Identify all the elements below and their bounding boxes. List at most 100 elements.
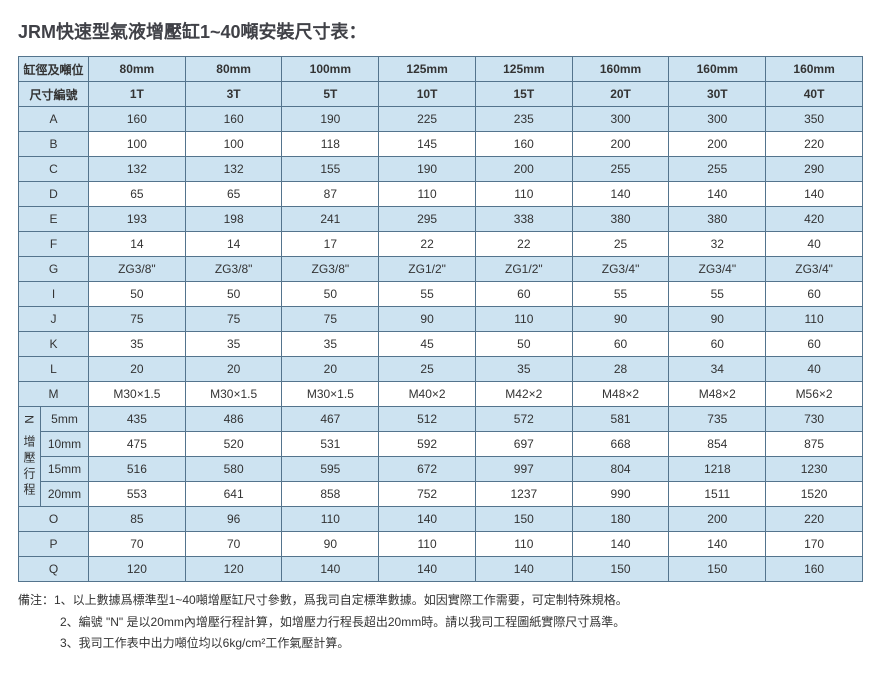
cell: 200 <box>669 132 766 157</box>
cell: 858 <box>282 482 379 507</box>
cell: 160 <box>475 132 572 157</box>
cell: 420 <box>766 207 863 232</box>
cell: 60 <box>572 332 669 357</box>
page-title: JRM快速型氣液增壓缸1~40噸安裝尺寸表： <box>18 18 863 44</box>
row-key: D <box>19 182 89 207</box>
n-sub-key: 15mm <box>41 457 89 482</box>
cell: 75 <box>282 307 379 332</box>
cell: 295 <box>379 207 476 232</box>
cell: 875 <box>766 432 863 457</box>
row-key: J <box>19 307 89 332</box>
cell: 35 <box>282 332 379 357</box>
cell: 241 <box>282 207 379 232</box>
table-row: F1414172222253240 <box>19 232 863 257</box>
hdr-bore-ton: 缸徑及噸位 <box>19 57 89 82</box>
cell: 668 <box>572 432 669 457</box>
cell: 300 <box>572 107 669 132</box>
note-1: 備注：1、以上數據爲標準型1~40噸增壓缸尺寸參數，爲我司自定標準數據。如因實際… <box>18 590 863 612</box>
note-3: 3、我司工作表中出力噸位均以6kg/cm²工作氣壓計算。 <box>18 633 863 655</box>
cell: 20 <box>282 357 379 382</box>
cell: 75 <box>89 307 186 332</box>
cell: 572 <box>475 407 572 432</box>
cell: 55 <box>572 282 669 307</box>
cell: 997 <box>475 457 572 482</box>
col-h2-2: 5T <box>282 82 379 107</box>
col-h1-1: 80mm <box>185 57 282 82</box>
cell: 1511 <box>669 482 766 507</box>
cell: 150 <box>475 507 572 532</box>
note-2: 2、編號 "N" 是以20mm內增壓行程計算，如增壓力行程長超出20mm時。請以… <box>18 612 863 634</box>
cell: 140 <box>669 532 766 557</box>
col-h2-5: 20T <box>572 82 669 107</box>
n-sub-key: 5mm <box>41 407 89 432</box>
cell: M56×2 <box>766 382 863 407</box>
cell: 40 <box>766 232 863 257</box>
cell: 120 <box>89 557 186 582</box>
cell: 150 <box>572 557 669 582</box>
cell: 22 <box>475 232 572 257</box>
cell: 100 <box>185 132 282 157</box>
cell: 255 <box>669 157 766 182</box>
cell: 160 <box>89 107 186 132</box>
cell: 160 <box>766 557 863 582</box>
table-row: K3535354550606060 <box>19 332 863 357</box>
dimension-table: 缸徑及噸位 80mm 80mm 100mm 125mm 125mm 160mm … <box>18 56 863 582</box>
cell: 190 <box>282 107 379 132</box>
table-row: 15mm51658059567299780412181230 <box>19 457 863 482</box>
row-key: I <box>19 282 89 307</box>
cell: 170 <box>766 532 863 557</box>
cell: 290 <box>766 157 863 182</box>
cell: 531 <box>282 432 379 457</box>
cell: 45 <box>379 332 476 357</box>
cell: 50 <box>282 282 379 307</box>
cell: 516 <box>89 457 186 482</box>
cell: 752 <box>379 482 476 507</box>
notes: 備注：1、以上數據爲標準型1~40噸增壓缸尺寸參數，爲我司自定標準數據。如因實際… <box>18 590 863 655</box>
cell: M48×2 <box>572 382 669 407</box>
table-row: P707090110110140140170 <box>19 532 863 557</box>
cell: 338 <box>475 207 572 232</box>
table-row: L2020202535283440 <box>19 357 863 382</box>
cell: 200 <box>669 507 766 532</box>
cell: 580 <box>185 457 282 482</box>
cell: 145 <box>379 132 476 157</box>
cell: 14 <box>89 232 186 257</box>
cell: 804 <box>572 457 669 482</box>
cell: 553 <box>89 482 186 507</box>
cell: 25 <box>379 357 476 382</box>
cell: 140 <box>379 557 476 582</box>
cell: 60 <box>766 332 863 357</box>
cell: 220 <box>766 507 863 532</box>
cell: M30×1.5 <box>282 382 379 407</box>
col-h1-3: 125mm <box>379 57 476 82</box>
cell: 595 <box>282 457 379 482</box>
col-h2-1: 3T <box>185 82 282 107</box>
cell: 65 <box>89 182 186 207</box>
cell: 96 <box>185 507 282 532</box>
cell: 140 <box>669 182 766 207</box>
cell: 672 <box>379 457 476 482</box>
table-row: N 增壓行程5mm435486467512572581735730 <box>19 407 863 432</box>
cell: 110 <box>282 507 379 532</box>
cell: 200 <box>572 132 669 157</box>
col-h2-7: 40T <box>766 82 863 107</box>
cell: 35 <box>475 357 572 382</box>
cell: 990 <box>572 482 669 507</box>
cell: 155 <box>282 157 379 182</box>
hdr-dim-no: 尺寸編號 <box>19 82 89 107</box>
cell: 300 <box>669 107 766 132</box>
cell: 70 <box>185 532 282 557</box>
cell: ZG1/2" <box>379 257 476 282</box>
cell: 60 <box>475 282 572 307</box>
table-row: O8596110140150180200220 <box>19 507 863 532</box>
cell: 235 <box>475 107 572 132</box>
cell: 110 <box>475 532 572 557</box>
cell: 512 <box>379 407 476 432</box>
row-key: G <box>19 257 89 282</box>
cell: 467 <box>282 407 379 432</box>
cell: 641 <box>185 482 282 507</box>
cell: 20 <box>89 357 186 382</box>
row-key: B <box>19 132 89 157</box>
cell: 110 <box>766 307 863 332</box>
cell: 60 <box>766 282 863 307</box>
